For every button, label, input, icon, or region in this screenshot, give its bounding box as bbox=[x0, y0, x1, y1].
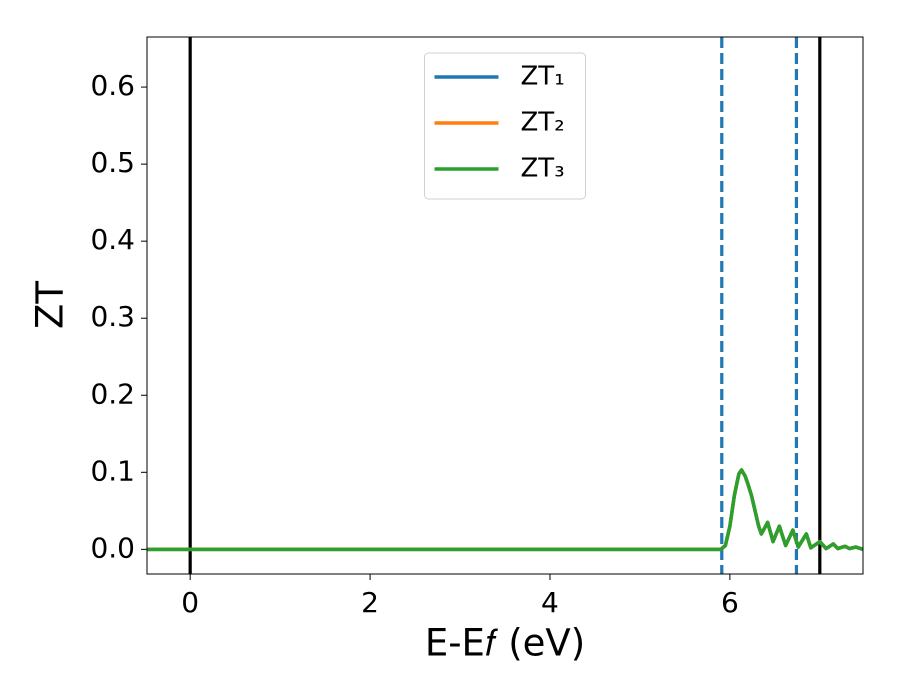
legend-box bbox=[424, 52, 586, 200]
x-tick-label: 0 bbox=[181, 586, 199, 619]
series-line bbox=[147, 468, 863, 552]
y-tick-label: 0.2 bbox=[90, 377, 135, 410]
legend-label: ZT₂ bbox=[521, 108, 565, 138]
x-tick-label: 6 bbox=[721, 586, 739, 619]
x-tick-label: 2 bbox=[361, 586, 379, 619]
legend-label: ZT₃ bbox=[521, 154, 565, 184]
legend-label: ZT₁ bbox=[521, 62, 565, 92]
plot-frame bbox=[146, 36, 864, 575]
y-tick-label: 0.0 bbox=[90, 531, 135, 564]
x-tick-label: 4 bbox=[541, 586, 559, 619]
y-axis-label: ZT bbox=[29, 281, 72, 329]
y-tick-label: 0.1 bbox=[90, 454, 135, 487]
y-tick-label: 0.5 bbox=[90, 146, 135, 179]
x-axis-label: E-E𝑓 (eV) bbox=[425, 622, 585, 665]
y-tick-label: 0.4 bbox=[90, 223, 135, 256]
y-tick-label: 0.6 bbox=[90, 69, 135, 102]
y-tick-label: 0.3 bbox=[90, 300, 135, 333]
